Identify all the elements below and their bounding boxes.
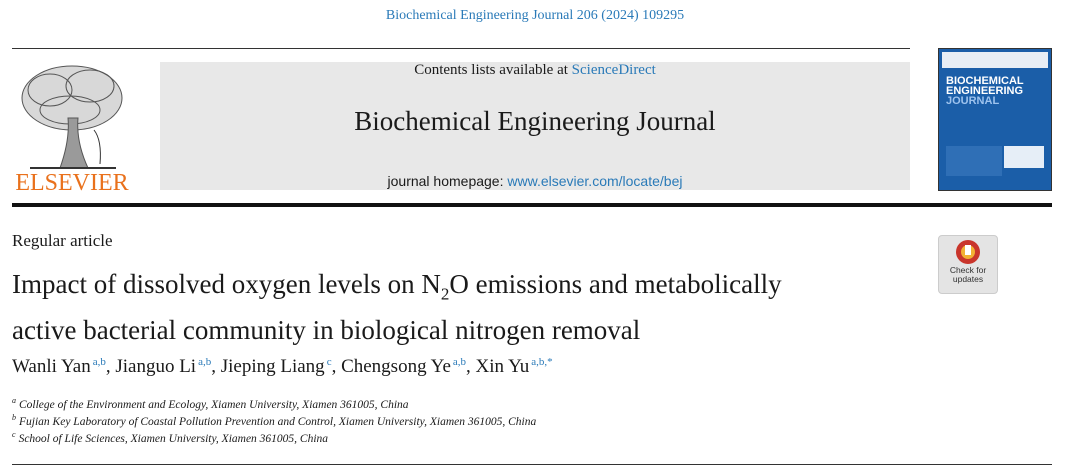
journal-title: Biochemical Engineering Journal: [354, 106, 716, 136]
elsevier-logo: ELSEVIER: [15, 65, 129, 195]
author-name: Chengsong Ye: [341, 356, 451, 377]
affiliation-label: c: [12, 430, 16, 439]
author-name: Xin Yu: [475, 356, 530, 377]
bottom-rule: [12, 464, 1052, 465]
article-title: Impact of dissolved oxygen levels on N2O…: [12, 266, 782, 348]
author-name: Jieping Liang: [220, 356, 325, 377]
title-part: O emissions and metabolically: [449, 269, 782, 299]
check-updates-icon: [956, 240, 980, 264]
cover-title-line: ENGINEERING: [946, 85, 1023, 97]
author-marks[interactable]: c: [326, 356, 332, 368]
author-name: Wanli Yan: [12, 356, 91, 377]
check-updates-text: updates: [952, 274, 984, 284]
contents-line: Contents lists available at ScienceDirec…: [160, 62, 910, 79]
contents-prefix: Contents lists available at: [414, 62, 568, 78]
thick-rule: [12, 203, 1052, 207]
author-marks[interactable]: a,b: [198, 356, 212, 368]
homepage-line: journal homepage: www.elsevier.com/locat…: [160, 173, 910, 189]
author-marks[interactable]: a,b,*: [531, 356, 553, 368]
homepage-link[interactable]: www.elsevier.com/locate/bej: [507, 173, 683, 189]
author-name: Jianguo Li: [115, 356, 197, 377]
sciencedirect-link[interactable]: ScienceDirect: [571, 62, 656, 78]
authors: Wanli Yan a,b, Jianguo Li a,b, Jieping Lia…: [12, 356, 553, 378]
author-separator: ,: [466, 356, 471, 377]
affiliation-label: a: [12, 396, 16, 405]
affiliation-text: School of Life Sciences, Xiamen Universi…: [18, 433, 329, 445]
article-type: Regular article: [12, 231, 113, 250]
author-separator: ,: [211, 356, 216, 377]
author-separator: ,: [331, 356, 337, 377]
author-separator: ,: [105, 356, 111, 377]
affiliation: a College of the Environment and Ecology,…: [12, 397, 536, 414]
author-marks[interactable]: a,b: [92, 356, 106, 368]
author-marks[interactable]: a,b: [452, 356, 467, 368]
affiliation-text: Fujian Key Laboratory of Coastal Polluti…: [19, 416, 537, 428]
citation: Biochemical Engineering Journal 206 (202…: [385, 8, 685, 23]
top-rule: [12, 48, 910, 49]
affiliation: b Fujian Key Laboratory of Coastal Pollut…: [12, 414, 536, 431]
homepage-prefix: journal homepage:: [387, 173, 504, 189]
masthead: [160, 62, 910, 190]
cover-title-line: JOURNAL: [946, 95, 999, 107]
title-subscript: 2: [440, 284, 450, 304]
affiliation: c School of Life Sciences, Xiamen Univers…: [12, 431, 536, 448]
title-part: active bacterial community in biological…: [12, 315, 641, 346]
check-updates-badge[interactable]: Check for updates: [938, 235, 998, 294]
affiliations: a College of the Environment and Ecology,…: [12, 397, 536, 448]
cover-title-line: BIOCHEMICAL: [946, 75, 1024, 87]
journal-cover: BIOCHEMICAL ENGINEERING JOURNAL: [938, 48, 1052, 191]
title-part: Impact of dissolved oxygen levels on N: [12, 269, 441, 299]
publisher: ELSEVIER: [15, 170, 128, 195]
check-updates-text: Check for: [949, 265, 987, 275]
affiliation-text: College of the Environment and Ecology, …: [19, 399, 409, 411]
affiliation-label: b: [12, 413, 16, 422]
